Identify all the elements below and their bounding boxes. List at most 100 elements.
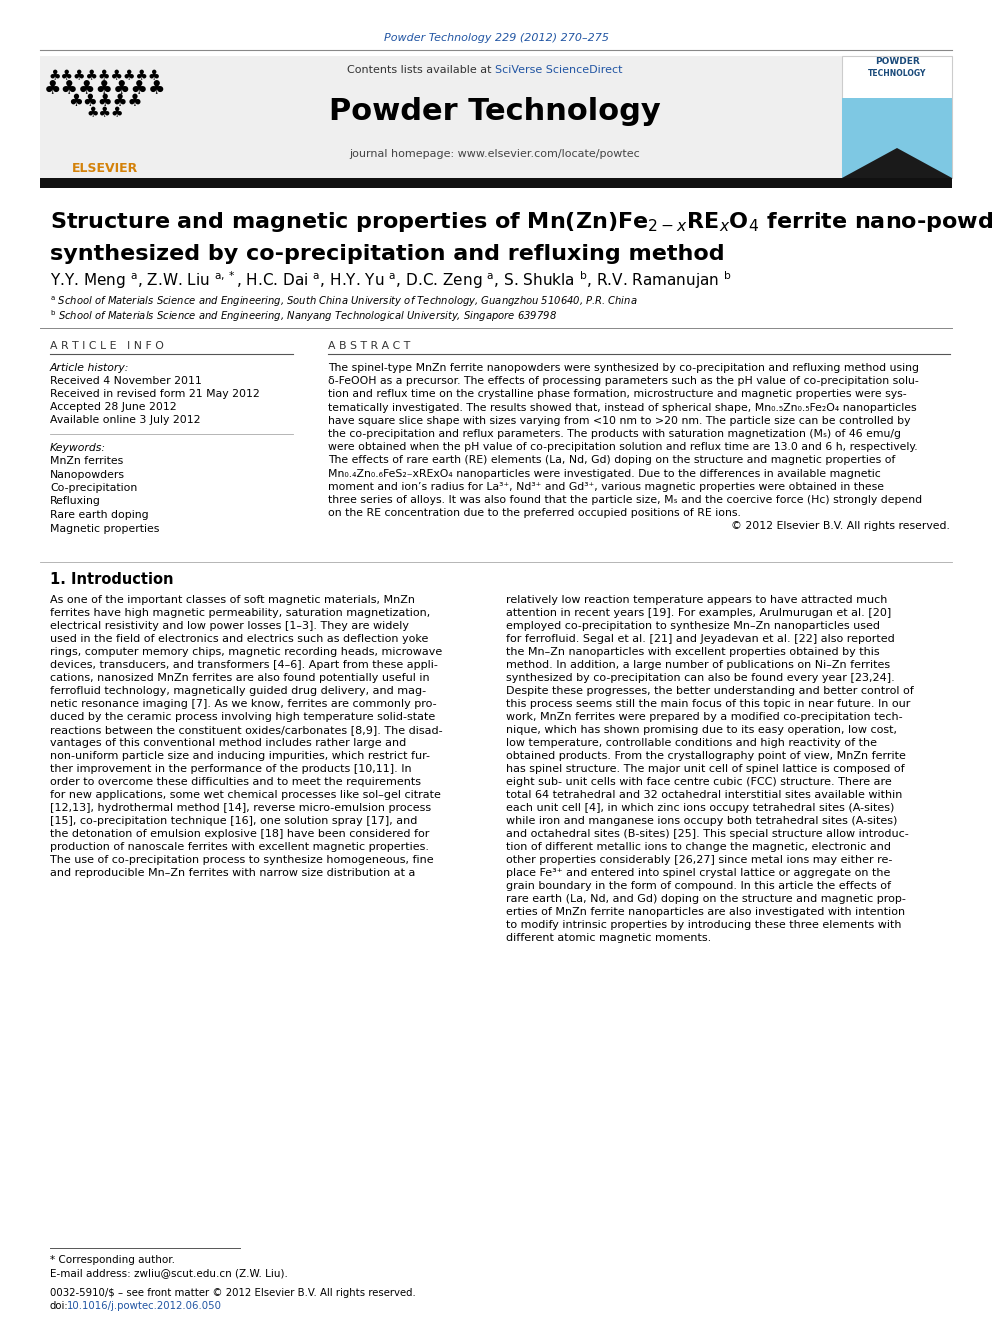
Polygon shape [842, 148, 952, 179]
Text: eight sub- unit cells with face centre cubic (FCC) structure. There are: eight sub- unit cells with face centre c… [506, 777, 892, 787]
Text: [12,13], hydrothermal method [14], reverse micro-emulsion process: [12,13], hydrothermal method [14], rever… [50, 803, 432, 814]
Text: relatively low reaction temperature appears to have attracted much: relatively low reaction temperature appe… [506, 595, 888, 605]
Text: used in the field of electronics and electrics such as deflection yoke: used in the field of electronics and ele… [50, 634, 429, 644]
Text: synthesized by co-precipitation can also be found every year [23,24].: synthesized by co-precipitation can also… [506, 673, 895, 683]
Text: Y.Y. Meng $^{\rm a}$, Z.W. Liu $^{\rm a,*}$, H.C. Dai $^{\rm a}$, H.Y. Yu $^{\rm: Y.Y. Meng $^{\rm a}$, Z.W. Liu $^{\rm a,… [50, 269, 732, 291]
Text: Magnetic properties: Magnetic properties [50, 524, 160, 533]
Text: rings, computer memory chips, magnetic recording heads, microwave: rings, computer memory chips, magnetic r… [50, 647, 442, 658]
Text: synthesized by co-precipitation and refluxing method: synthesized by co-precipitation and refl… [50, 243, 724, 265]
Text: 0032-5910/$ – see front matter © 2012 Elsevier B.V. All rights reserved.: 0032-5910/$ – see front matter © 2012 El… [50, 1289, 416, 1298]
Text: have square slice shape with sizes varying from <10 nm to >20 nm. The particle s: have square slice shape with sizes varyi… [328, 415, 911, 426]
Text: * Corresponding author.: * Corresponding author. [50, 1256, 175, 1265]
Text: [15], co-precipitation technique [16], one solution spray [17], and: [15], co-precipitation technique [16], o… [50, 816, 418, 826]
Text: employed co-precipitation to synthesize Mn–Zn nanoparticles used: employed co-precipitation to synthesize … [506, 620, 880, 631]
Text: 1. Introduction: 1. Introduction [50, 573, 174, 587]
Text: to modify intrinsic properties by introducing these three elements with: to modify intrinsic properties by introd… [506, 919, 902, 930]
Text: on the RE concentration due to the preferred occupied positions of RE ions.: on the RE concentration due to the prefe… [328, 508, 741, 519]
Text: Keywords:: Keywords: [50, 443, 106, 452]
Text: doi:: doi: [50, 1301, 68, 1311]
Text: Available online 3 July 2012: Available online 3 July 2012 [50, 415, 200, 425]
Text: erties of MnZn ferrite nanoparticles are also investigated with intention: erties of MnZn ferrite nanoparticles are… [506, 908, 905, 917]
Text: for new applications, some wet chemical processes like sol–gel citrate: for new applications, some wet chemical … [50, 790, 440, 800]
Text: Mn₀.₄Zn₀.₆FeS₂₋xRExO₄ nanoparticles were investigated. Due to the differences in: Mn₀.₄Zn₀.₆FeS₂₋xRExO₄ nanoparticles were… [328, 468, 881, 479]
Text: TECHNOLOGY: TECHNOLOGY [868, 70, 927, 78]
Text: netic resonance imaging [7]. As we know, ferrites are commonly pro-: netic resonance imaging [7]. As we know,… [50, 699, 436, 709]
Text: Received in revised form 21 May 2012: Received in revised form 21 May 2012 [50, 389, 260, 400]
Text: grain boundary in the form of compound. In this article the effects of: grain boundary in the form of compound. … [506, 881, 891, 890]
Text: order to overcome these difficulties and to meet the requirements: order to overcome these difficulties and… [50, 777, 421, 787]
Text: POWDER: POWDER [875, 57, 920, 66]
Text: method. In addition, a large number of publications on Ni–Zn ferrites: method. In addition, a large number of p… [506, 660, 890, 669]
Text: other properties considerably [26,27] since metal ions may either re-: other properties considerably [26,27] si… [506, 855, 893, 865]
Text: Co-precipitation: Co-precipitation [50, 483, 137, 493]
Text: A B S T R A C T: A B S T R A C T [328, 341, 411, 351]
Text: were obtained when the pH value of co-precipitation solution and reflux time are: were obtained when the pH value of co-pr… [328, 442, 918, 452]
Text: place Fe³⁺ and entered into spinel crystal lattice or aggregate on the: place Fe³⁺ and entered into spinel cryst… [506, 868, 891, 878]
Text: ferrites have high magnetic permeability, saturation magnetization,: ferrites have high magnetic permeability… [50, 609, 431, 618]
Text: The effects of rare earth (RE) elements (La, Nd, Gd) doping on the structure and: The effects of rare earth (RE) elements … [328, 455, 896, 466]
Text: moment and ion’s radius for La³⁺, Nd³⁺ and Gd³⁺, various magnetic properties wer: moment and ion’s radius for La³⁺, Nd³⁺ a… [328, 482, 884, 492]
Text: Powder Technology: Powder Technology [329, 98, 661, 127]
Text: 10.1016/j.powtec.2012.06.050: 10.1016/j.powtec.2012.06.050 [67, 1301, 222, 1311]
Text: Nanopowders: Nanopowders [50, 470, 125, 479]
Text: electrical resistivity and low power losses [1–3]. They are widely: electrical resistivity and low power los… [50, 620, 409, 631]
Text: ♣♣♣♣♣♣♣: ♣♣♣♣♣♣♣ [44, 79, 167, 98]
Text: Received 4 November 2011: Received 4 November 2011 [50, 376, 201, 386]
Text: ♣♣♣♣♣♣♣♣♣: ♣♣♣♣♣♣♣♣♣ [49, 69, 162, 83]
Text: obtained products. From the crystallography point of view, MnZn ferrite: obtained products. From the crystallogra… [506, 751, 906, 761]
Text: Powder Technology 229 (2012) 270–275: Powder Technology 229 (2012) 270–275 [384, 33, 608, 44]
Text: Despite these progresses, the better understanding and better control of: Despite these progresses, the better und… [506, 687, 914, 696]
Text: non-uniform particle size and inducing impurities, which restrict fur-: non-uniform particle size and inducing i… [50, 751, 430, 761]
Text: SciVerse ScienceDirect: SciVerse ScienceDirect [495, 65, 623, 75]
Text: As one of the important classes of soft magnetic materials, MnZn: As one of the important classes of soft … [50, 595, 415, 605]
Text: different atomic magnetic moments.: different atomic magnetic moments. [506, 933, 711, 943]
Text: has spinel structure. The major unit cell of spinel lattice is composed of: has spinel structure. The major unit cel… [506, 763, 905, 774]
Text: E-mail address: zwliu@scut.edu.cn (Z.W. Liu).: E-mail address: zwliu@scut.edu.cn (Z.W. … [50, 1267, 288, 1278]
Text: rare earth (La, Nd, and Gd) doping on the structure and magnetic prop-: rare earth (La, Nd, and Gd) doping on th… [506, 894, 906, 904]
Text: cations, nanosized MnZn ferrites are also found potentially useful in: cations, nanosized MnZn ferrites are als… [50, 673, 430, 683]
Text: for ferrofluid. Segal et al. [21] and Jeyadevan et al. [22] also reported: for ferrofluid. Segal et al. [21] and Je… [506, 634, 895, 644]
Text: ELSEVIER: ELSEVIER [71, 161, 138, 175]
Text: journal homepage: www.elsevier.com/locate/powtec: journal homepage: www.elsevier.com/locat… [349, 149, 641, 159]
Text: A R T I C L E   I N F O: A R T I C L E I N F O [50, 341, 164, 351]
FancyBboxPatch shape [40, 56, 842, 179]
Text: the co-precipitation and reflux parameters. The products with saturation magneti: the co-precipitation and reflux paramete… [328, 429, 901, 439]
Text: tematically investigated. The results showed that, instead of spherical shape, M: tematically investigated. The results sh… [328, 402, 917, 413]
Text: ferrofluid technology, magnetically guided drug delivery, and mag-: ferrofluid technology, magnetically guid… [50, 687, 427, 696]
Text: duced by the ceramic process involving high temperature solid-state: duced by the ceramic process involving h… [50, 712, 435, 722]
Text: Contents lists available at: Contents lists available at [347, 65, 495, 75]
Text: The use of co-precipitation process to synthesize homogeneous, fine: The use of co-precipitation process to s… [50, 855, 434, 865]
Text: the detonation of emulsion explosive [18] have been considered for: the detonation of emulsion explosive [18… [50, 830, 430, 839]
Text: and octahedral sites (B-sites) [25]. This special structure allow introduc-: and octahedral sites (B-sites) [25]. Thi… [506, 830, 909, 839]
Text: tion and reflux time on the crystalline phase formation, microstructure and magn: tion and reflux time on the crystalline … [328, 389, 907, 400]
Text: devices, transducers, and transformers [4–6]. Apart from these appli-: devices, transducers, and transformers [… [50, 660, 437, 669]
Text: Structure and magnetic properties of Mn(Zn)Fe$_{2-x}$RE$_{x}$O$_{4}$ ferrite nan: Structure and magnetic properties of Mn(… [50, 210, 992, 234]
Text: $^{\rm a}$ School of Materials Science and Engineering, South China University o: $^{\rm a}$ School of Materials Science a… [50, 295, 638, 310]
Text: MnZn ferrites: MnZn ferrites [50, 456, 123, 466]
Text: Rare earth doping: Rare earth doping [50, 509, 149, 520]
FancyBboxPatch shape [842, 56, 952, 179]
Text: Refluxing: Refluxing [50, 496, 101, 507]
Text: Article history:: Article history: [50, 363, 129, 373]
Text: © 2012 Elsevier B.V. All rights reserved.: © 2012 Elsevier B.V. All rights reserved… [731, 521, 950, 532]
Text: The spinel-type MnZn ferrite nanopowders were synthesized by co-precipitation an: The spinel-type MnZn ferrite nanopowders… [328, 363, 919, 373]
Text: ♣♣♣: ♣♣♣ [86, 106, 124, 120]
Text: production of nanoscale ferrites with excellent magnetic properties.: production of nanoscale ferrites with ex… [50, 841, 429, 852]
FancyBboxPatch shape [40, 179, 952, 188]
Text: while iron and manganese ions occupy both tetrahedral sites (A-sites): while iron and manganese ions occupy bot… [506, 816, 898, 826]
Text: each unit cell [4], in which zinc ions occupy tetrahedral sites (A-sites): each unit cell [4], in which zinc ions o… [506, 803, 895, 814]
Text: reactions between the constituent oxides/carbonates [8,9]. The disad-: reactions between the constituent oxides… [50, 725, 442, 736]
Text: Accepted 28 June 2012: Accepted 28 June 2012 [50, 402, 177, 411]
Text: nique, which has shown promising due to its easy operation, low cost,: nique, which has shown promising due to … [506, 725, 897, 736]
Text: vantages of this conventional method includes rather large and: vantages of this conventional method inc… [50, 738, 407, 747]
Text: tion of different metallic ions to change the magnetic, electronic and: tion of different metallic ions to chang… [506, 841, 891, 852]
Text: attention in recent years [19]. For examples, Arulmurugan et al. [20]: attention in recent years [19]. For exam… [506, 609, 891, 618]
Text: work, MnZn ferrites were prepared by a modified co-precipitation tech-: work, MnZn ferrites were prepared by a m… [506, 712, 903, 722]
FancyBboxPatch shape [842, 98, 952, 179]
Text: three series of alloys. It was also found that the particle size, Mₛ and the coe: three series of alloys. It was also foun… [328, 495, 923, 505]
Text: this process seems still the main focus of this topic in near future. In our: this process seems still the main focus … [506, 699, 911, 709]
Text: low temperature, controllable conditions and high reactivity of the: low temperature, controllable conditions… [506, 738, 877, 747]
Text: δ-FeOOH as a precursor. The effects of processing parameters such as the pH valu: δ-FeOOH as a precursor. The effects of p… [328, 376, 919, 386]
Text: the Mn–Zn nanoparticles with excellent properties obtained by this: the Mn–Zn nanoparticles with excellent p… [506, 647, 880, 658]
Text: $^{\rm b}$ School of Materials Science and Engineering, Nanyang Technological Un: $^{\rm b}$ School of Materials Science a… [50, 308, 557, 324]
